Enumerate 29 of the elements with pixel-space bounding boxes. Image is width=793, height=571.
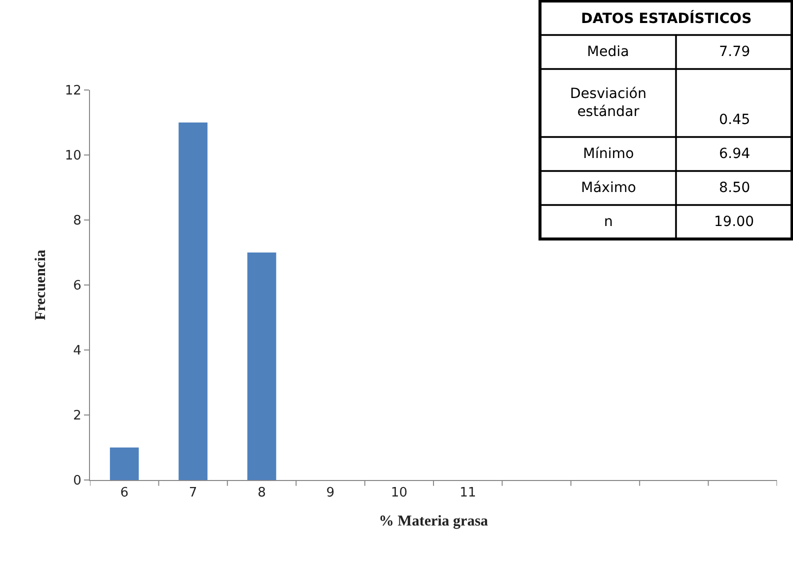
x-tick-label: 9: [326, 486, 335, 501]
x-tick-label: 11: [460, 486, 476, 501]
text: DATOS ESTADÍSTICOS: [581, 10, 752, 27]
annotation: Desviación estándar: [570, 86, 646, 120]
x-tick-label: 7: [188, 486, 198, 501]
y-tick-label: 2: [73, 408, 82, 424]
annotation: 19.00: [714, 214, 754, 230]
x-tick-label: 10: [390, 486, 408, 501]
x-axis-title: % Materia grasa: [378, 514, 489, 530]
annotation: 8.50: [719, 180, 750, 196]
annotation: Mínimo: [583, 146, 634, 162]
annotation: n: [604, 214, 613, 230]
y-tick-label: 12: [64, 84, 82, 99]
annotation: 6.94: [719, 146, 750, 162]
bar: [110, 448, 139, 480]
annotation: Máximo: [581, 180, 636, 196]
y-tick-label: 0: [73, 474, 82, 489]
annotation: 0.45: [719, 112, 750, 128]
y-tick-label: 10: [64, 148, 82, 164]
x-tick-label: 6: [120, 486, 128, 501]
text: 7.79: [719, 44, 750, 60]
bar: [178, 122, 208, 480]
text: Media: [587, 44, 630, 60]
x-tick-label: 8: [258, 486, 266, 501]
y-tick-label: 8: [73, 214, 82, 229]
bar: [247, 252, 276, 480]
y-tick-label: 4: [73, 344, 82, 359]
y-tick-label: 6: [73, 278, 82, 294]
y-axis-title: Frecuencia: [33, 249, 50, 320]
